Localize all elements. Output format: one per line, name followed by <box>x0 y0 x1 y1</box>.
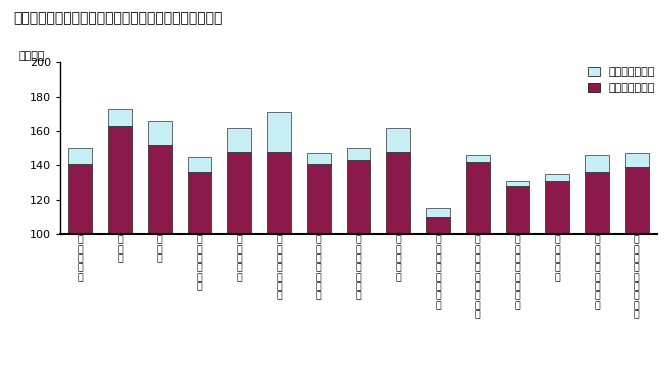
Text: 複
合
サ
ー
ビ
ス
事
業: 複 合 サ ー ビ ス 事 業 <box>594 236 600 310</box>
Text: 建
設
業: 建 設 業 <box>117 236 123 263</box>
Bar <box>466 155 490 162</box>
Text: 図２－３　産業別１人平均労働時間数（規模５人以上）: 図２－３ 産業別１人平均労働時間数（規模５人以上） <box>13 12 222 26</box>
Text: 調
査
産
業
計: 調 査 産 業 計 <box>77 236 83 282</box>
Bar <box>267 112 291 152</box>
Bar <box>148 145 172 234</box>
Bar <box>307 164 330 234</box>
Bar <box>625 153 649 167</box>
Bar <box>267 152 291 234</box>
Bar <box>585 155 609 172</box>
Text: 学
術
研
究
等: 学 術 研 究 等 <box>395 236 401 282</box>
Bar <box>426 217 450 234</box>
Bar <box>227 152 251 234</box>
Text: 電
気
・
ガ
ス
業: 電 気 ・ ガ ス 業 <box>196 236 202 291</box>
Bar <box>426 208 450 217</box>
Bar <box>68 164 92 234</box>
Bar <box>188 172 211 234</box>
Text: 運
輸
業
・
郵
便
業: 運 輸 業 ・ 郵 便 業 <box>276 236 282 301</box>
Bar <box>108 126 132 234</box>
Bar <box>387 128 410 152</box>
Text: 卸
売
業
・
小
売
業: 卸 売 業 ・ 小 売 業 <box>316 236 322 301</box>
Legend: 所定外労働時間, 所定内労働時間: 所定外労働時間, 所定内労働時間 <box>586 64 657 96</box>
Text: 生
活
関
連
サ
ー
ビ
ス
等: 生 活 関 連 サ ー ビ ス 等 <box>475 236 480 319</box>
Bar <box>506 186 529 234</box>
Bar <box>625 167 649 234</box>
Text: そ
の
他
の
サ
ー
ビ
ス
業: そ の 他 の サ ー ビ ス 業 <box>634 236 640 319</box>
Text: 教
育
・
学
習
支
援
業: 教 育 ・ 学 習 支 援 業 <box>515 236 521 310</box>
Bar <box>387 152 410 234</box>
Bar <box>346 148 371 160</box>
Bar <box>585 172 609 234</box>
Text: （時間）: （時間） <box>19 51 45 61</box>
Text: 情
報
通
信
業: 情 報 通 信 業 <box>237 236 242 282</box>
Text: 製
造
業: 製 造 業 <box>157 236 163 263</box>
Text: 宿
泊
業
・
飲
食
業
等: 宿 泊 業 ・ 飲 食 業 等 <box>435 236 441 310</box>
Bar <box>545 181 569 234</box>
Bar <box>148 121 172 145</box>
Bar <box>307 153 330 164</box>
Bar <box>108 109 132 126</box>
Bar <box>466 162 490 234</box>
Bar <box>227 128 251 152</box>
Bar <box>68 148 92 164</box>
Text: 医
療
・
福
祉: 医 療 ・ 福 祉 <box>554 236 560 282</box>
Bar <box>188 157 211 172</box>
Text: 金
融
業
・
保
険
業: 金 融 業 ・ 保 険 業 <box>356 236 361 301</box>
Bar <box>506 181 529 186</box>
Bar <box>346 160 371 234</box>
Bar <box>545 174 569 181</box>
